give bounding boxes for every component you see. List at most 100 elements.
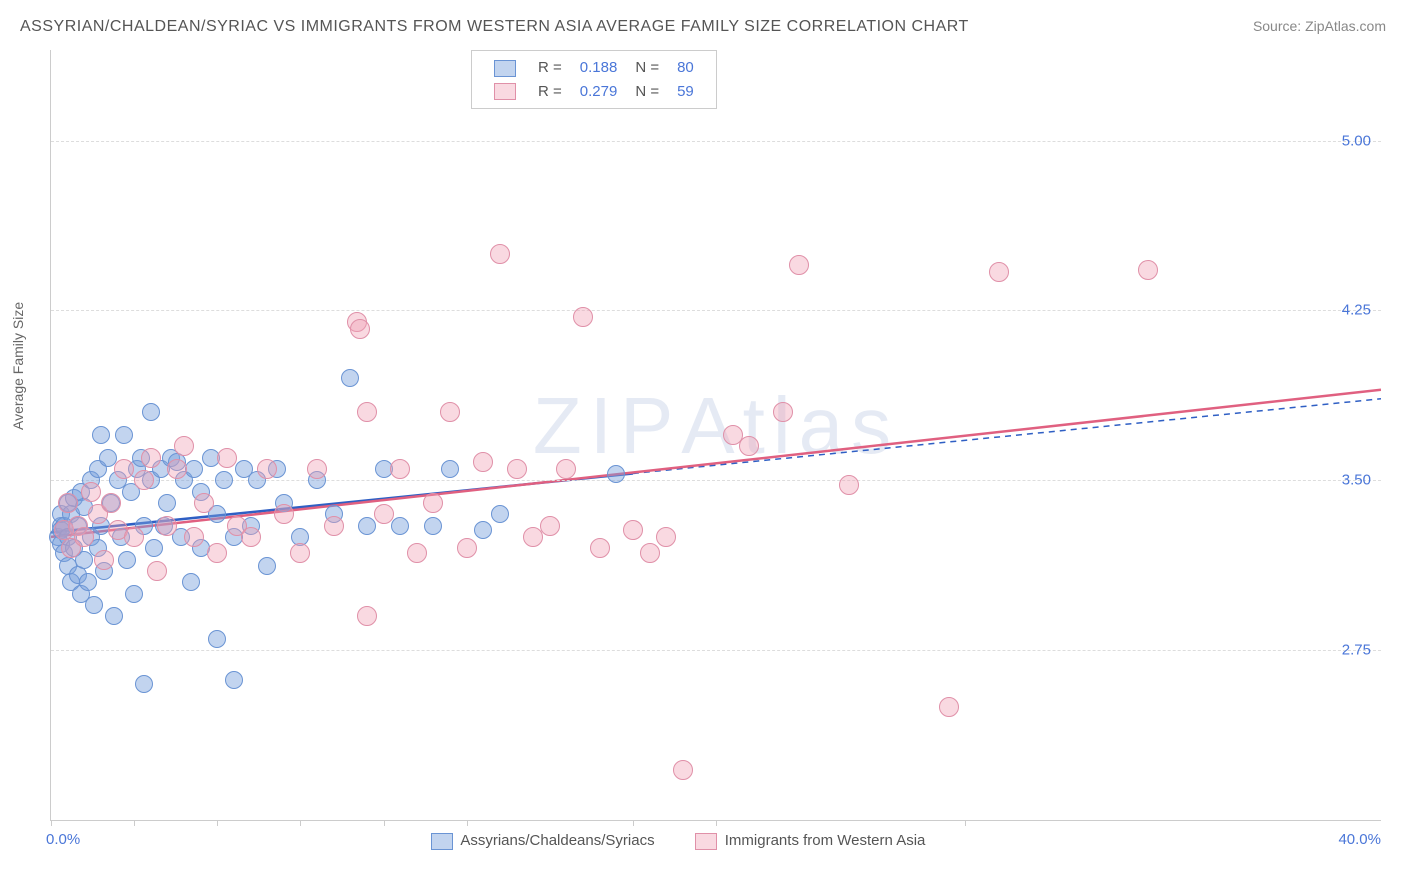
legend-row: R =0.279 N =59: [486, 81, 702, 103]
data-point: [182, 573, 200, 591]
data-point: [118, 551, 136, 569]
data-point: [640, 543, 660, 563]
data-point: [490, 244, 510, 264]
x-tick: [384, 820, 385, 826]
data-point: [184, 527, 204, 547]
x-tick: [300, 820, 301, 826]
data-point: [115, 426, 133, 444]
data-point: [424, 517, 442, 535]
data-point: [290, 543, 310, 563]
data-point: [773, 402, 793, 422]
data-point: [739, 436, 759, 456]
y-tick-label: 5.00: [1342, 132, 1371, 149]
data-point: [839, 475, 859, 495]
data-point: [673, 760, 693, 780]
data-point: [134, 470, 154, 490]
series-legend: Assyrians/Chaldeans/Syriacs Immigrants f…: [431, 832, 965, 850]
data-point: [939, 697, 959, 717]
data-point: [358, 517, 376, 535]
data-point: [258, 557, 276, 575]
data-point: [135, 675, 153, 693]
data-point: [457, 538, 477, 558]
x-tick: [217, 820, 218, 826]
chart-title: ASSYRIAN/CHALDEAN/SYRIAC VS IMMIGRANTS F…: [20, 18, 969, 36]
x-tick: [633, 820, 634, 826]
data-point: [407, 543, 427, 563]
data-point: [556, 459, 576, 479]
gridline: [51, 310, 1381, 311]
data-point: [92, 426, 110, 444]
data-point: [142, 403, 160, 421]
y-axis-label: Average Family Size: [10, 302, 26, 430]
data-point: [158, 494, 176, 512]
data-point: [324, 516, 344, 536]
data-point: [1138, 260, 1158, 280]
data-point: [656, 527, 676, 547]
data-point: [391, 517, 409, 535]
data-point: [623, 520, 643, 540]
data-point: [207, 543, 227, 563]
data-point: [474, 521, 492, 539]
data-point: [81, 482, 101, 502]
data-point: [114, 459, 134, 479]
x-tick: [467, 820, 468, 826]
data-point: [141, 448, 161, 468]
data-point: [607, 465, 625, 483]
data-point: [99, 449, 117, 467]
y-tick-label: 3.50: [1342, 472, 1371, 489]
correlation-legend: R =0.188 N =80 R =0.279 N =59: [471, 50, 717, 109]
data-point: [185, 460, 203, 478]
legend-item: Assyrians/Chaldeans/Syriacs: [431, 832, 655, 849]
data-point: [374, 504, 394, 524]
data-point: [145, 539, 163, 557]
data-point: [147, 561, 167, 581]
y-tick-label: 4.25: [1342, 302, 1371, 319]
data-point: [274, 504, 294, 524]
data-point: [85, 596, 103, 614]
y-tick-label: 2.75: [1342, 642, 1371, 659]
data-point: [473, 452, 493, 472]
gridline: [51, 650, 1381, 651]
data-point: [440, 402, 460, 422]
data-point: [124, 527, 144, 547]
data-point: [215, 471, 233, 489]
plot-area: ZIPAtlas R =0.188 N =80 R =0.279 N =59 0…: [50, 50, 1381, 821]
data-point: [350, 319, 370, 339]
data-point: [390, 459, 410, 479]
data-point: [241, 527, 261, 547]
x-axis-min: 0.0%: [46, 831, 80, 848]
data-point: [357, 402, 377, 422]
legend-row: R =0.188 N =80: [486, 57, 702, 79]
legend-item: Immigrants from Western Asia: [695, 832, 926, 849]
data-point: [94, 550, 114, 570]
data-point: [174, 436, 194, 456]
data-point: [507, 459, 527, 479]
trend-lines: [51, 50, 1381, 820]
x-tick: [716, 820, 717, 826]
data-point: [157, 516, 177, 536]
data-point: [79, 573, 97, 591]
data-point: [423, 493, 443, 513]
watermark: ZIPAtlas: [533, 380, 899, 472]
data-point: [74, 527, 94, 547]
x-tick: [965, 820, 966, 826]
data-point: [208, 630, 226, 648]
data-point: [590, 538, 610, 558]
data-point: [194, 493, 214, 513]
data-point: [441, 460, 459, 478]
x-tick: [51, 820, 52, 826]
data-point: [225, 671, 243, 689]
gridline: [51, 141, 1381, 142]
data-point: [101, 493, 121, 513]
data-point: [540, 516, 560, 536]
data-point: [58, 493, 78, 513]
x-axis-max: 40.0%: [1338, 831, 1381, 848]
data-point: [491, 505, 509, 523]
data-point: [167, 459, 187, 479]
data-point: [573, 307, 593, 327]
data-point: [357, 606, 377, 626]
data-point: [125, 585, 143, 603]
data-point: [341, 369, 359, 387]
data-point: [217, 448, 237, 468]
x-tick: [134, 820, 135, 826]
